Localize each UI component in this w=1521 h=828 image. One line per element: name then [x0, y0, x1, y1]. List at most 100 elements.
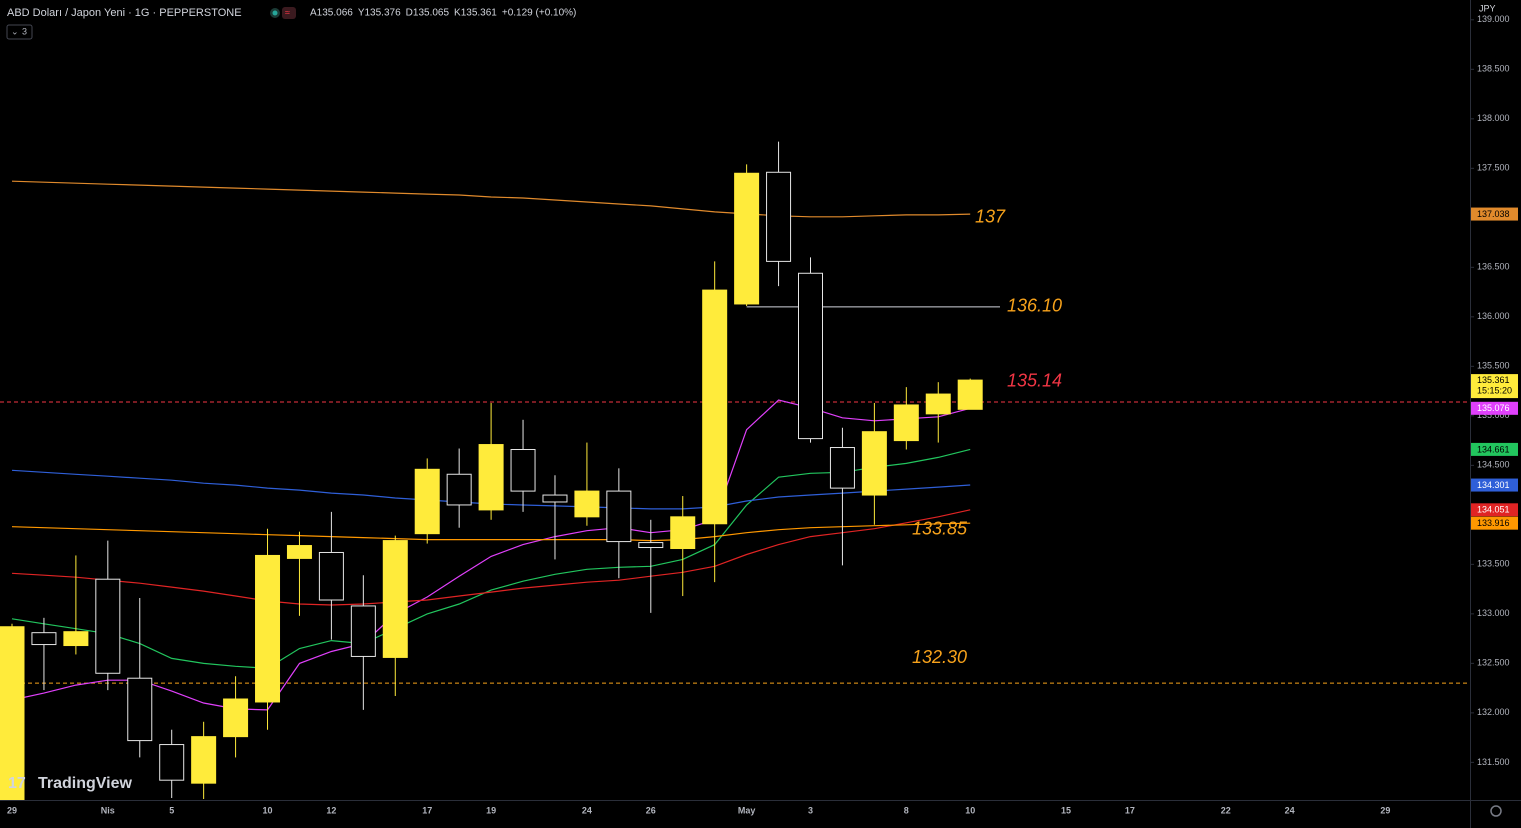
y-tick-label: 136.000	[1477, 311, 1510, 321]
candle-body	[31, 632, 57, 646]
level-label: 135.14	[1007, 371, 1062, 391]
ohlc-letter: D	[406, 8, 413, 19]
x-tick-label: 24	[582, 805, 592, 815]
x-tick-label: 29	[1380, 805, 1390, 815]
ma-line	[11, 180, 971, 218]
price-tag-label: 135.076	[1477, 403, 1510, 413]
logo: TradingView	[38, 775, 133, 792]
x-tick-label: 17	[1125, 805, 1135, 815]
candle-body	[255, 554, 281, 703]
y-tick-label: 136.500	[1477, 262, 1510, 272]
candle-body	[159, 744, 185, 781]
y-tick-label: 139.000	[1477, 14, 1510, 24]
y-tick-label: 131.500	[1477, 757, 1510, 767]
x-tick-label: 19	[486, 805, 496, 815]
candle-body	[318, 551, 344, 601]
level-label: 133.85	[912, 518, 968, 538]
candle-body	[63, 631, 89, 647]
candle-body	[191, 736, 217, 784]
candle-body	[957, 379, 983, 410]
candle-body	[382, 540, 408, 658]
ohlc-value: 135.361	[461, 8, 498, 19]
candle-body	[861, 431, 887, 496]
price-tag	[1471, 478, 1518, 492]
x-tick-label: 17	[422, 805, 432, 815]
y-tick-label: 133.000	[1477, 608, 1510, 618]
logo-mark: 17	[8, 775, 26, 792]
x-tick-label: 15	[1061, 805, 1071, 815]
candle-body	[478, 444, 504, 511]
level-label: 136.10	[1007, 296, 1062, 316]
x-tick-label: 10	[263, 805, 273, 815]
indicator-count[interactable]: 3	[22, 26, 27, 36]
status-icon	[272, 10, 278, 16]
x-tick-label: 12	[326, 805, 336, 815]
x-tick-label: 22	[1221, 805, 1231, 815]
x-tick-label: May	[738, 805, 756, 815]
x-tick-label: 3	[808, 805, 813, 815]
price-tag-label: 137.038	[1477, 209, 1510, 219]
ma-line	[11, 522, 971, 542]
y-tick-label: 135.000	[1477, 410, 1510, 420]
x-tick-label: Nis	[101, 805, 115, 815]
price-tag-label: 134.661	[1477, 444, 1510, 454]
x-tick-label: 29	[7, 805, 17, 815]
candle-body	[223, 698, 249, 738]
level-label: 137	[975, 207, 1006, 227]
price-tag	[1471, 516, 1518, 530]
candle-body	[286, 545, 312, 559]
price-tag-label: 135.361	[1477, 375, 1510, 385]
candle-body	[350, 605, 376, 657]
ohlc-letter: K	[454, 8, 461, 19]
y-tick-label: 138.000	[1477, 113, 1510, 123]
y-tick-label: 133.500	[1477, 559, 1510, 569]
x-tick-label: 8	[904, 805, 909, 815]
ohlc-change: +0.129 (+0.10%)	[502, 8, 577, 19]
y-tick-label: 137.500	[1477, 163, 1510, 173]
x-tick-label: 10	[965, 805, 975, 815]
candle-body	[766, 171, 792, 262]
candle-body	[127, 677, 153, 742]
plot-area	[0, 141, 1470, 800]
price-tag-label: 134.051	[1477, 505, 1510, 515]
x-tick-label: 24	[1285, 805, 1295, 815]
candle-body	[542, 494, 568, 503]
settings-icon[interactable]	[1490, 805, 1502, 817]
price-tag	[1471, 374, 1518, 399]
price-tag	[1471, 503, 1518, 517]
candle-body	[510, 449, 536, 492]
symbol-title: ABD Doları / Japon Yeni · 1G · PEPPERSTO…	[7, 7, 242, 19]
y-tick-label: 135.500	[1477, 361, 1510, 371]
candle-body	[670, 516, 696, 550]
candle-body	[0, 626, 25, 800]
status-icon: ≈	[285, 7, 290, 17]
candle-body	[829, 447, 855, 489]
candle-body	[606, 490, 632, 543]
candle-body	[798, 272, 823, 440]
currency[interactable]: JPY	[1479, 3, 1496, 13]
indicator-toggle[interactable]	[6, 24, 33, 40]
price-tag	[1471, 442, 1518, 456]
ohlc-letter: Y	[358, 8, 365, 19]
price-tag	[1471, 401, 1518, 415]
y-tick-label: 138.500	[1477, 64, 1510, 74]
x-tick-label: 5	[169, 805, 174, 815]
candle-body	[95, 578, 121, 674]
y-tick-label: 134.500	[1477, 460, 1510, 470]
candle-body	[925, 393, 951, 415]
candle-body	[414, 468, 440, 535]
candle-body	[734, 172, 760, 305]
x-tick-label: 26	[646, 805, 656, 815]
candle-body	[702, 289, 728, 525]
y-tick-label: 132.500	[1477, 658, 1510, 668]
ohlc-value: 135.066	[317, 8, 354, 19]
candle-body	[893, 404, 919, 442]
y-tick-label: 132.000	[1477, 707, 1510, 717]
ma-line	[11, 509, 971, 606]
price-tag-label: 134.301	[1477, 480, 1510, 490]
ma-line	[11, 448, 971, 669]
ohlc-value: 135.065	[413, 8, 450, 19]
ohlc-legend: A 135.066 Y 135.376 D 135.065 K 135.361 +0.129 (…	[310, 8, 576, 19]
